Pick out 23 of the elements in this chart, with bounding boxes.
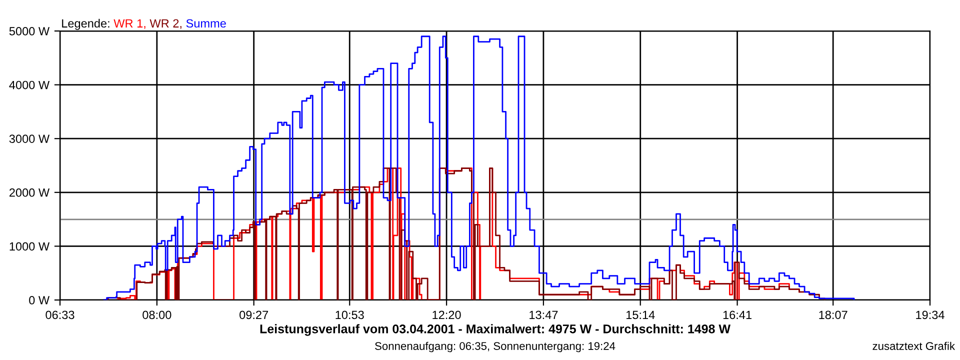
legend-title: Legende: bbox=[62, 18, 110, 30]
y-tick-label: 3000 W bbox=[9, 134, 50, 143]
x-tick-label: 18:07 bbox=[819, 310, 848, 320]
x-tick-label: 12:20 bbox=[432, 310, 461, 320]
text: Sonnenaufgang: 06:35, Sonnenuntergang: 19:24 bbox=[375, 342, 616, 352]
x-tick-label: 09:27 bbox=[240, 310, 268, 320]
y-tick-label: 0 W bbox=[29, 296, 50, 304]
x-tick-label: 16:41 bbox=[723, 310, 752, 320]
y-tick-label: 1000 W bbox=[10, 242, 50, 251]
x-tick-label: 19:34 bbox=[916, 310, 944, 320]
text: zusatztext Grafik bbox=[872, 342, 956, 350]
text: Summe bbox=[186, 19, 226, 28]
x-tick-label: 13:47 bbox=[530, 310, 558, 320]
text: WR 2, bbox=[150, 19, 182, 29]
text: Leistungsverlauf vom 03.04.2001 - Maximalwert: 4975 W - Durchschnitt: 1498 W bbox=[260, 324, 730, 336]
x-tick-label: 15:14 bbox=[626, 310, 655, 320]
x-tick-label: 10:53 bbox=[336, 310, 364, 320]
y-tick-label: 4000 W bbox=[9, 80, 50, 90]
y-tick-label: 2000 W bbox=[9, 188, 50, 197]
x-tick-label: 08:00 bbox=[142, 310, 172, 320]
y-tick-label: 5000 W bbox=[9, 27, 50, 36]
text: WR 1, bbox=[114, 19, 146, 29]
x-tick-label: 06:33 bbox=[46, 310, 74, 320]
